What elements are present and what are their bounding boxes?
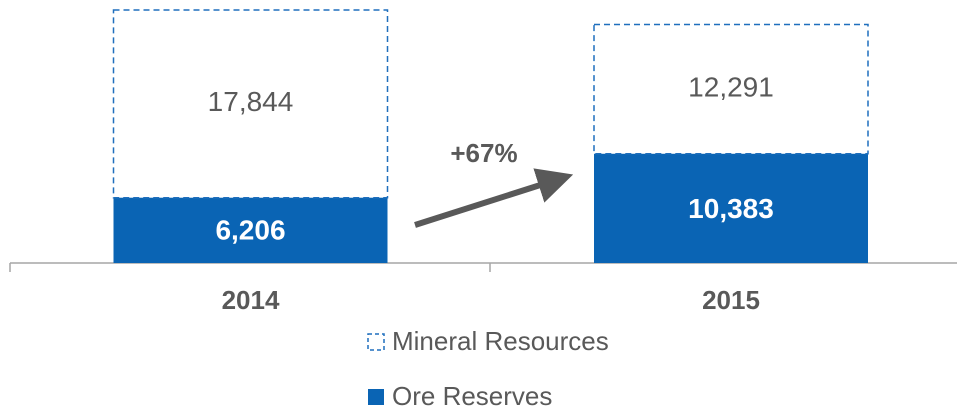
bar-segment [113, 197, 388, 263]
legend-swatch [367, 333, 385, 351]
bar-segment [594, 153, 868, 263]
legend-swatch [368, 389, 384, 405]
growth-arrow [414, 168, 574, 228]
x-tick-label: 2014 [222, 285, 280, 315]
bar-segment [593, 23, 869, 155]
value-label: 12,291 [688, 72, 774, 103]
annotation: +67% [450, 138, 517, 168]
value-label: 17,844 [208, 86, 294, 117]
value-label: 10,383 [688, 193, 774, 224]
value-label: 6,206 [215, 215, 285, 246]
x-tick-label: 2015 [702, 285, 760, 315]
legend-label: Ore Reserves [392, 381, 552, 409]
legend-label: Mineral Resources [392, 326, 609, 356]
